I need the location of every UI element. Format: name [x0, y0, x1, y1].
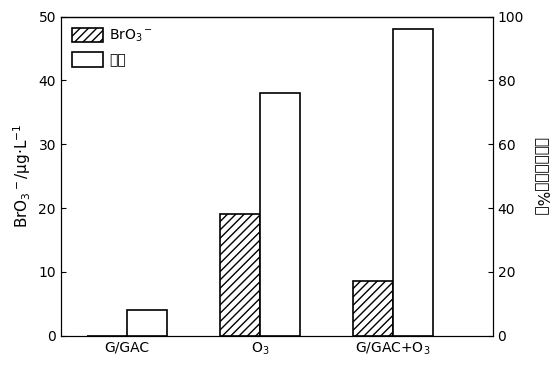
Bar [353, 282, 393, 336]
Bar [127, 310, 167, 336]
Y-axis label: BrO$_3$$^-$/μg·L$^{-1}$: BrO$_3$$^-$/μg·L$^{-1}$ [11, 124, 33, 229]
Y-axis label: 草酸降解率（%）: 草酸降解率（%） [534, 137, 549, 215]
Legend: BrO$_3$$^-$, 草酸: BrO$_3$$^-$, 草酸 [68, 24, 158, 71]
Bar [260, 93, 300, 336]
Bar [220, 215, 260, 336]
Bar [393, 29, 433, 336]
